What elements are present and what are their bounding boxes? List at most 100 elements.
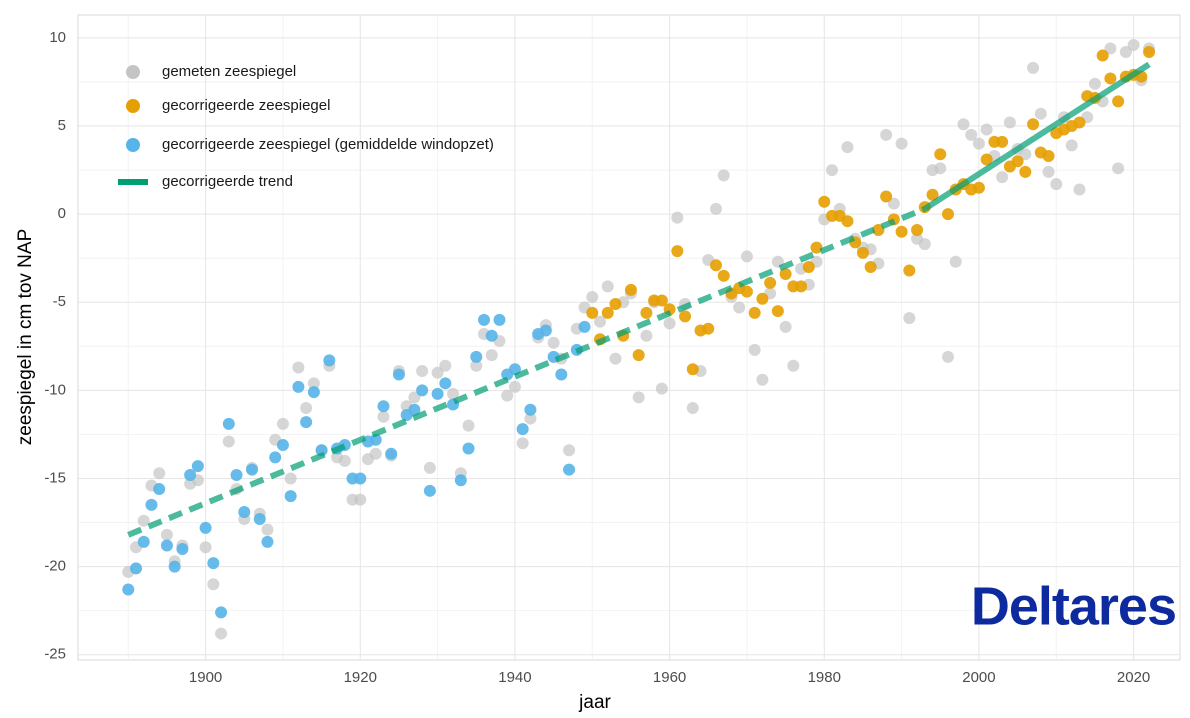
point (911, 224, 924, 236)
point (965, 128, 978, 141)
point (740, 285, 753, 298)
point (771, 305, 784, 318)
point (1011, 155, 1024, 168)
point (199, 521, 212, 534)
point (686, 363, 699, 376)
point (887, 197, 900, 210)
point (942, 208, 954, 221)
legend-key (126, 138, 140, 152)
point (377, 400, 390, 413)
point (942, 350, 954, 363)
point (184, 468, 197, 481)
trend-line (127, 206, 926, 538)
y-tick-label: 0 (58, 205, 66, 222)
point (1119, 46, 1132, 59)
point (586, 306, 599, 319)
point (493, 313, 506, 326)
x-tick-label: 2000 (962, 669, 995, 686)
point (594, 315, 606, 328)
point (300, 416, 313, 429)
point (895, 225, 908, 238)
point (222, 417, 235, 430)
point (276, 417, 289, 430)
point (632, 349, 645, 362)
point (447, 387, 460, 400)
point (160, 539, 173, 552)
point (601, 280, 614, 293)
point (663, 317, 676, 330)
point (408, 391, 421, 404)
point (145, 498, 158, 511)
y-tick-label: -10 (44, 381, 66, 398)
point (1027, 61, 1040, 74)
point (980, 153, 993, 166)
point (462, 442, 475, 455)
point (385, 447, 398, 460)
point (717, 269, 730, 282)
point (895, 137, 908, 150)
point (153, 467, 166, 480)
point (516, 423, 529, 436)
point (686, 401, 699, 414)
point (1073, 183, 1086, 196)
point (547, 336, 560, 349)
marks (122, 38, 1156, 640)
y-tick-label: -20 (44, 558, 66, 575)
point (1042, 165, 1055, 178)
point (818, 195, 831, 208)
point (130, 562, 142, 575)
x-tick-label: 1920 (344, 669, 377, 686)
point (539, 324, 552, 337)
point (972, 137, 985, 150)
point (717, 169, 730, 182)
point (137, 535, 150, 548)
point (1143, 46, 1156, 59)
point (671, 245, 684, 258)
grid: 1900 1920 1940 1960 1980 2000 2020 10 5 0 -5 -10 -15… (44, 15, 1180, 686)
point (710, 202, 722, 215)
point (640, 329, 653, 342)
point (856, 246, 869, 259)
point (1042, 149, 1055, 162)
point (1073, 116, 1086, 129)
point (1096, 49, 1109, 62)
point (369, 447, 382, 460)
logo: Deltares (971, 576, 1176, 636)
point (230, 468, 243, 481)
point (199, 541, 212, 554)
point (207, 557, 220, 570)
point (307, 386, 320, 399)
legend-label: gemeten zeespiegel (162, 63, 296, 80)
legend-key (126, 99, 140, 113)
point (1088, 77, 1101, 90)
point (207, 578, 220, 591)
point (609, 298, 622, 311)
point (238, 505, 251, 518)
point (292, 361, 305, 374)
x-tick-label: 1960 (653, 669, 686, 686)
point (655, 294, 668, 307)
point (516, 437, 529, 450)
point (478, 313, 490, 326)
point (903, 264, 916, 277)
y-tick-label: -5 (53, 293, 66, 310)
point (323, 354, 336, 367)
legend-label: gecorrigeerde zeespiegel (gemiddelde win… (162, 136, 494, 153)
point (439, 359, 452, 372)
x-tick-label: 1940 (498, 669, 531, 686)
point (191, 460, 204, 473)
y-tick-label: 5 (58, 117, 66, 134)
point (563, 444, 576, 457)
point (841, 141, 854, 154)
point (416, 384, 429, 397)
trend-line (923, 61, 1151, 212)
point (957, 118, 970, 131)
point (153, 483, 166, 496)
point (122, 583, 135, 596)
x-tick-label: 1900 (189, 669, 222, 686)
point (764, 276, 777, 289)
point (1050, 178, 1063, 191)
point (756, 292, 769, 305)
point (292, 380, 305, 393)
point (168, 560, 181, 573)
